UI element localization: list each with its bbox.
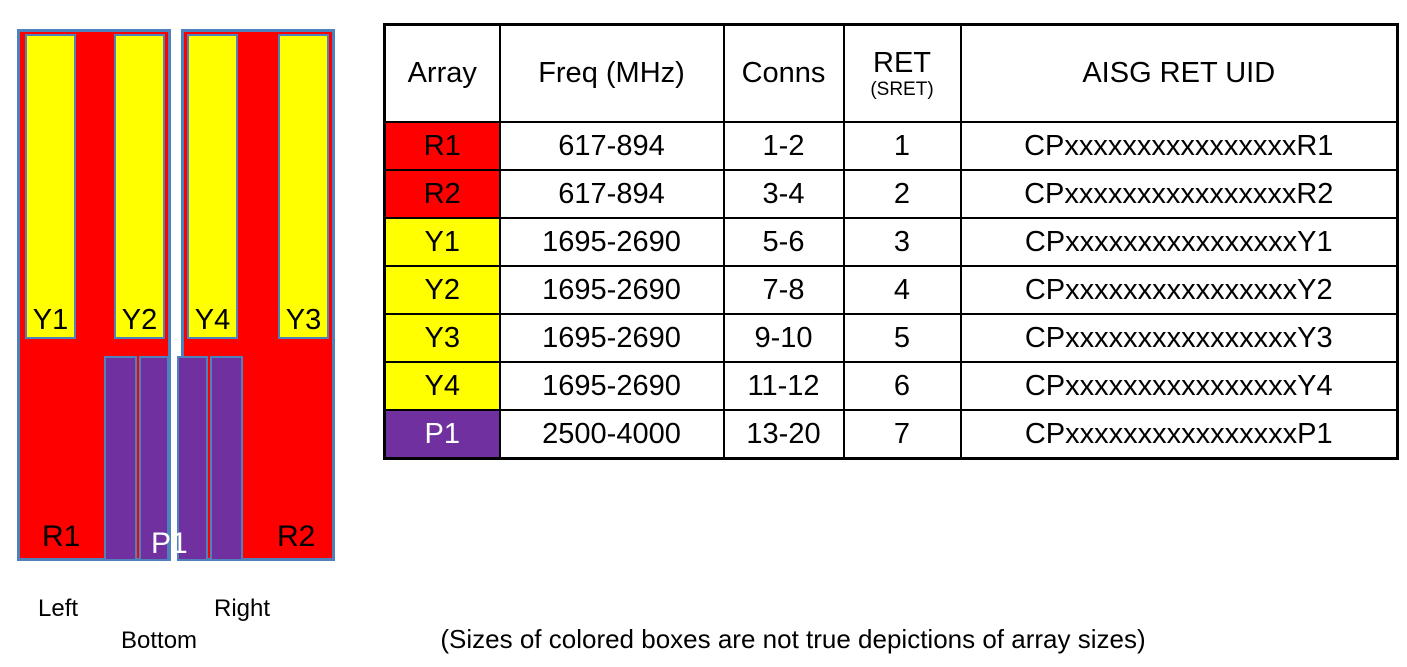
table-row: Y4 1695-2690 11-12 6 CPxxxxxxxxxxxxxxxxY…	[383, 361, 1399, 411]
cell-ret: 5	[842, 313, 962, 363]
cell-conns: 11-12	[722, 361, 845, 411]
cell-ret: 7	[842, 409, 962, 460]
cell-ret: 4	[842, 265, 962, 315]
cell-uid: CPxxxxxxxxxxxxxxxxP1	[959, 409, 1399, 460]
cell-conns: 7-8	[722, 265, 845, 315]
cell-uid: CPxxxxxxxxxxxxxxxxY3	[959, 313, 1399, 363]
cell-conns: 3-4	[722, 169, 845, 219]
table-row: P1 2500-4000 13-20 7 CPxxxxxxxxxxxxxxxxP…	[383, 409, 1399, 460]
col-header-array: Array	[383, 23, 501, 123]
array-box-y2: Y2	[114, 34, 165, 339]
col-header-ret-line2: (SRET)	[870, 78, 934, 100]
table-row: Y3 1695-2690 9-10 5 CPxxxxxxxxxxxxxxxxY3	[383, 313, 1399, 363]
orientation-label-bottom: Bottom	[121, 627, 198, 654]
cell-freq: 2500-4000	[498, 409, 725, 460]
cell-freq: 1695-2690	[498, 313, 725, 363]
array-box-y4: Y4	[187, 34, 238, 339]
cell-freq: 1695-2690	[498, 361, 725, 411]
cell-array: Y1	[383, 217, 501, 267]
cell-uid: CPxxxxxxxxxxxxxxxxY1	[959, 217, 1399, 267]
cell-conns: 9-10	[722, 313, 845, 363]
col-header-conns: Conns	[722, 23, 845, 123]
table-row: Y2 1695-2690 7-8 4 CPxxxxxxxxxxxxxxxxY2	[383, 265, 1399, 315]
orientation-label-left: Left	[38, 595, 79, 622]
cell-ret: 2	[842, 169, 962, 219]
table-row: R2 617-894 3-4 2 CPxxxxxxxxxxxxxxxxR2	[383, 169, 1399, 219]
cell-freq: 617-894	[498, 169, 725, 219]
table-row: Y1 1695-2690 5-6 3 CPxxxxxxxxxxxxxxxxY1	[383, 217, 1399, 267]
col-header-uid: AISG RET UID	[959, 23, 1399, 123]
cell-freq: 617-894	[498, 121, 725, 171]
cell-array: R1	[383, 121, 501, 171]
col-header-freq: Freq (MHz)	[498, 23, 725, 123]
cell-array: Y3	[383, 313, 501, 363]
cell-uid: CPxxxxxxxxxxxxxxxxR2	[959, 169, 1399, 219]
ret-table: Array Freq (MHz) Conns RET (SRET) AISG R…	[383, 23, 1399, 460]
array-box-p1-column-1	[104, 356, 137, 561]
cell-conns: 13-20	[722, 409, 845, 460]
col-header-ret: RET (SRET)	[842, 23, 962, 123]
cell-freq: 1695-2690	[498, 217, 725, 267]
array-box-y1: Y1	[25, 34, 76, 339]
cell-conns: 5-6	[722, 217, 845, 267]
array-label-r1: R1	[42, 520, 81, 553]
array-label-y2: Y2	[121, 304, 158, 336]
array-label-p1: P1	[151, 527, 188, 560]
table-header-row: Array Freq (MHz) Conns RET (SRET) AISG R…	[383, 23, 1399, 123]
cell-array: Y4	[383, 361, 501, 411]
array-label-y3: Y3	[285, 304, 322, 336]
cell-uid: CPxxxxxxxxxxxxxxxxR1	[959, 121, 1399, 171]
cell-ret: 3	[842, 217, 962, 267]
cell-array: P1	[383, 409, 501, 460]
orientation-label-right: Right	[214, 595, 271, 622]
size-disclaimer-caption: (Sizes of colored boxes are not true dep…	[440, 624, 1146, 654]
cell-uid: CPxxxxxxxxxxxxxxxxY4	[959, 361, 1399, 411]
antenna-face-right-panel: Y4 Y3	[181, 29, 335, 561]
table-row: R1 617-894 1-2 1 CPxxxxxxxxxxxxxxxxR1	[383, 121, 1399, 171]
array-label-y4: Y4	[194, 304, 231, 336]
cell-ret: 6	[842, 361, 962, 411]
cell-array: R2	[383, 169, 501, 219]
cell-ret: 1	[842, 121, 962, 171]
array-box-p1-column-3	[177, 356, 208, 561]
cell-freq: 1695-2690	[498, 265, 725, 315]
col-header-ret-line1: RET	[873, 46, 931, 79]
antenna-face-left-panel: Y1 Y2	[17, 29, 171, 561]
array-box-p1-column-4	[210, 356, 243, 561]
cell-conns: 1-2	[722, 121, 845, 171]
array-box-y3: Y3	[278, 34, 329, 339]
array-label-y1: Y1	[32, 304, 69, 336]
cell-uid: CPxxxxxxxxxxxxxxxxY2	[959, 265, 1399, 315]
array-box-p1-column-2	[139, 356, 169, 561]
array-label-r2: R2	[277, 520, 316, 553]
cell-array: Y2	[383, 265, 501, 315]
